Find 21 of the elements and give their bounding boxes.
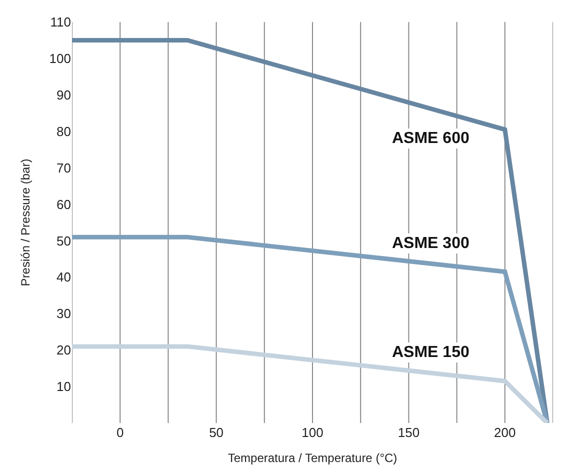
y-tick-label: 90 <box>56 87 71 102</box>
y-tick-label: 100 <box>49 51 71 66</box>
y-tick-label: 60 <box>56 196 71 212</box>
y-tick-label: 70 <box>56 160 71 176</box>
x-tick-label: 200 <box>494 425 516 440</box>
x-tick-label: 150 <box>398 425 420 440</box>
y-tick-label: 50 <box>56 233 71 248</box>
y-tick-label: 30 <box>56 306 71 322</box>
x-tick-label: 100 <box>302 425 324 440</box>
series-label: ASME 600 <box>392 130 470 147</box>
y-axis-title: Presión / Pressure (bar) <box>18 158 33 286</box>
x-axis-title: Temperatura / Temperature (°C) <box>228 450 398 465</box>
y-tick-label: 20 <box>56 342 71 358</box>
y-tick-label: 80 <box>56 124 71 139</box>
x-tick-label: 50 <box>209 425 224 440</box>
series-label: ASME 300 <box>392 235 470 252</box>
y-tick-label: 110 <box>50 14 71 30</box>
y-tick-label: 40 <box>56 270 71 285</box>
series-label: ASME 150 <box>392 344 470 361</box>
x-tick-label: 0 <box>116 425 124 440</box>
y-tick-label: 10 <box>56 379 71 394</box>
